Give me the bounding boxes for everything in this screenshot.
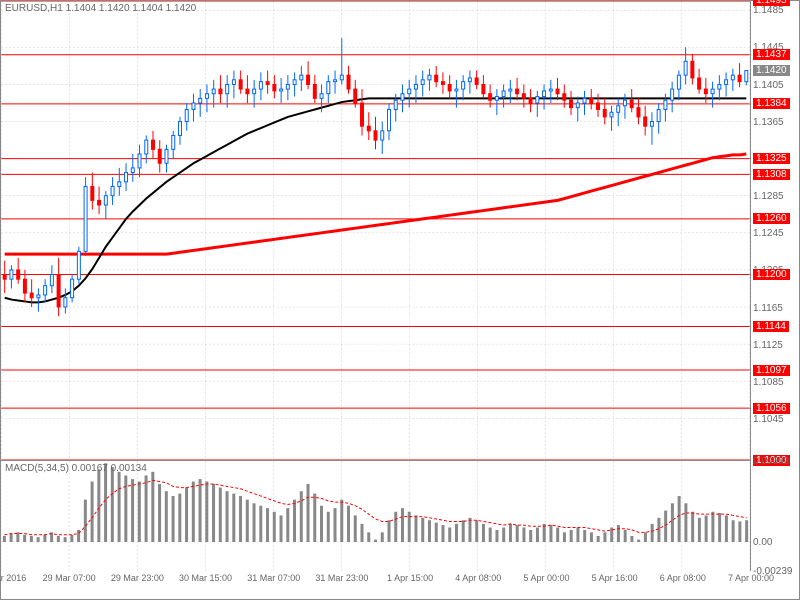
x-tick-label: 7 Apr 00:00 <box>728 573 774 583</box>
hline-label: 1.1260 <box>753 213 790 224</box>
x-tick-label: 31 Mar 07:00 <box>247 573 300 583</box>
hline-label: 1.1325 <box>753 153 790 164</box>
y-tick-label: 1.1085 <box>753 377 784 388</box>
x-tick-label: 4 Apr 08:00 <box>455 573 501 583</box>
x-tick-label: 28 Mar 2016 <box>0 573 26 583</box>
current-price-label: 1.1420 <box>753 65 790 76</box>
x-tick-label: 5 Apr 16:00 <box>592 573 638 583</box>
y-tick-label: 1.1285 <box>753 191 784 202</box>
hline-label: 1.1097 <box>753 365 790 376</box>
hline-label: 1.1437 <box>753 49 790 60</box>
hline-label: 1.1384 <box>753 98 790 109</box>
y-tick-label: 1.1245 <box>753 228 784 239</box>
x-tick-label: 5 Apr 00:00 <box>523 573 569 583</box>
x-tick-label: 1 Apr 15:00 <box>387 573 433 583</box>
x-tick-label: 30 Mar 15:00 <box>179 573 232 583</box>
y-tick-label: 1.1405 <box>753 80 784 91</box>
macd-y-label: 0.00669 <box>753 456 789 467</box>
hline-label: 1.1495 <box>753 0 790 6</box>
macd-title: MACD(5,34,5) 0.00167 0.00134 <box>5 463 147 474</box>
x-tick-label: 29 Mar 23:00 <box>111 573 164 583</box>
chart-title: EURUSD,H1 1.1404 1.1420 1.1404 1.1420 <box>5 3 196 14</box>
chart-container: EURUSD,H1 1.1404 1.1420 1.1404 1.1420 1.… <box>0 0 800 600</box>
y-axis-macd: 0.006690.00-0.00239 <box>751 461 800 571</box>
chart-svg <box>1 1 750 460</box>
y-tick-label: 1.1165 <box>753 303 783 314</box>
x-tick-label: 6 Apr 08:00 <box>660 573 706 583</box>
price-chart[interactable]: EURUSD,H1 1.1404 1.1420 1.1404 1.1420 <box>1 1 751 461</box>
macd-chart[interactable]: MACD(5,34,5) 0.00167 0.00134 <box>1 461 751 571</box>
hline-label: 1.1200 <box>753 269 790 280</box>
x-axis: 28 Mar 2016 29 Mar 07:00 29 Mar 23:00 30 Ma… <box>1 571 800 601</box>
x-tick-label: 29 Mar 07:00 <box>43 573 96 583</box>
y-tick-label: 1.1125 <box>753 340 783 351</box>
macd-svg <box>1 461 750 571</box>
hline-label: 1.1308 <box>753 169 790 180</box>
y-tick-label: 1.1365 <box>753 117 784 128</box>
hline-label: 1.1144 <box>753 321 789 332</box>
y-tick-label: 1.1045 <box>753 414 784 425</box>
macd-y-label: 0.00 <box>753 537 772 548</box>
x-tick-label: 31 Mar 23:00 <box>315 573 368 583</box>
y-tick-label: 1.1485 <box>753 5 784 16</box>
hline-label: 1.1056 <box>753 403 790 414</box>
y-axis-price: 1.10451.10851.11251.11651.12051.12451.12… <box>751 1 800 461</box>
